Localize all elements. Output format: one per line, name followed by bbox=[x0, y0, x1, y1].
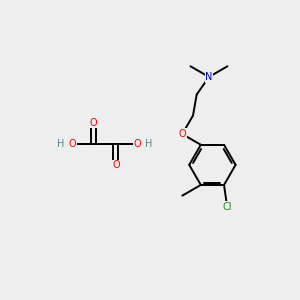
Text: H: H bbox=[145, 139, 152, 149]
Text: O: O bbox=[112, 160, 120, 170]
Text: O: O bbox=[178, 129, 186, 139]
Text: H: H bbox=[57, 139, 64, 149]
Text: N: N bbox=[205, 72, 213, 82]
Text: O: O bbox=[134, 139, 141, 149]
Text: O: O bbox=[90, 118, 97, 128]
Text: Cl: Cl bbox=[222, 202, 232, 212]
Text: O: O bbox=[68, 139, 76, 149]
